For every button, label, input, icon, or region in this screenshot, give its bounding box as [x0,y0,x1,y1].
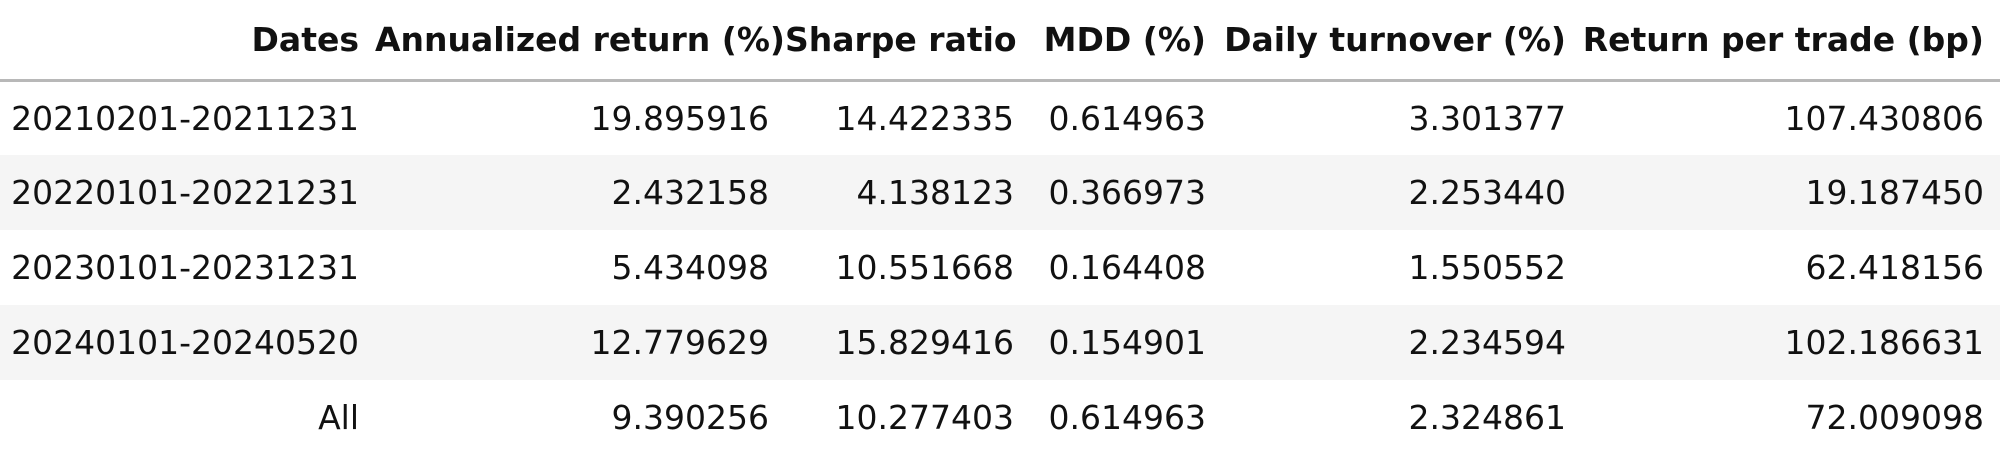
header-annualized-return: Annualized return (%) [375,0,785,82]
header-dates: Dates [0,0,375,82]
cell-annualized-return: 19.895916 [590,98,769,138]
cell-sharpe-ratio: 10.551668 [835,248,1014,287]
header-row: Dates Annualized return (%) Sharpe ratio… [0,0,2000,82]
cell-daily-turnover: 2.324861 [1408,398,1566,437]
cell-sharpe-ratio: 10.277403 [835,398,1014,437]
cell-sharpe-ratio: 15.829416 [835,323,1014,362]
cell-annualized-return: 2.432158 [611,173,769,212]
table-row: 20230101-20231231 5.434098 10.551668 0.1… [0,230,2000,305]
cell-mdd: 0.164408 [1048,248,1206,287]
cell-annualized-return: 12.779629 [590,323,769,362]
cell-daily-turnover: 1.550552 [1408,248,1566,287]
header-daily-turnover: Daily turnover (%) [1222,0,1582,82]
cell-return-per-trade: 102.186631 [1784,323,1984,362]
header-return-per-trade: Return per trade (bp) [1582,0,2000,82]
cell-annualized-return: 9.390256 [611,398,769,437]
cell-return-per-trade: 19.187450 [1805,173,1984,212]
cell-dates: 20210201-20211231 [11,98,359,138]
header-mdd: MDD (%) [1030,0,1222,82]
cell-return-per-trade: 107.430806 [1784,98,1984,138]
cell-mdd: 0.614963 [1048,98,1206,138]
cell-dates: 20220101-20221231 [11,173,359,212]
table-row: 20240101-20240520 12.779629 15.829416 0.… [0,305,2000,380]
cell-dates: 20230101-20231231 [11,248,359,287]
cell-mdd: 0.366973 [1048,173,1206,212]
table-row: All 9.390256 10.277403 0.614963 2.324861… [0,380,2000,455]
cell-mdd: 0.614963 [1048,398,1206,437]
cell-return-per-trade: 62.418156 [1805,248,1984,287]
cell-sharpe-ratio: 4.138123 [856,173,1014,212]
cell-sharpe-ratio: 14.422335 [835,98,1014,138]
header-sharpe-ratio: Sharpe ratio [785,0,1030,82]
cell-daily-turnover: 2.253440 [1408,173,1566,212]
table-header: Dates Annualized return (%) Sharpe ratio… [0,0,2000,82]
cell-dates: All [318,398,359,437]
cell-daily-turnover: 2.234594 [1408,323,1566,362]
cell-annualized-return: 5.434098 [611,248,769,287]
table-row: 20220101-20221231 2.432158 4.138123 0.36… [0,155,2000,230]
cell-return-per-trade: 72.009098 [1805,398,1984,437]
table-body: 20210201-20211231 19.895916 14.422335 0.… [0,80,2000,455]
table-row: 20210201-20211231 19.895916 14.422335 0.… [0,80,2000,155]
cell-dates: 20240101-20240520 [11,323,359,362]
cell-mdd: 0.154901 [1048,323,1206,362]
cell-daily-turnover: 3.301377 [1408,98,1566,138]
